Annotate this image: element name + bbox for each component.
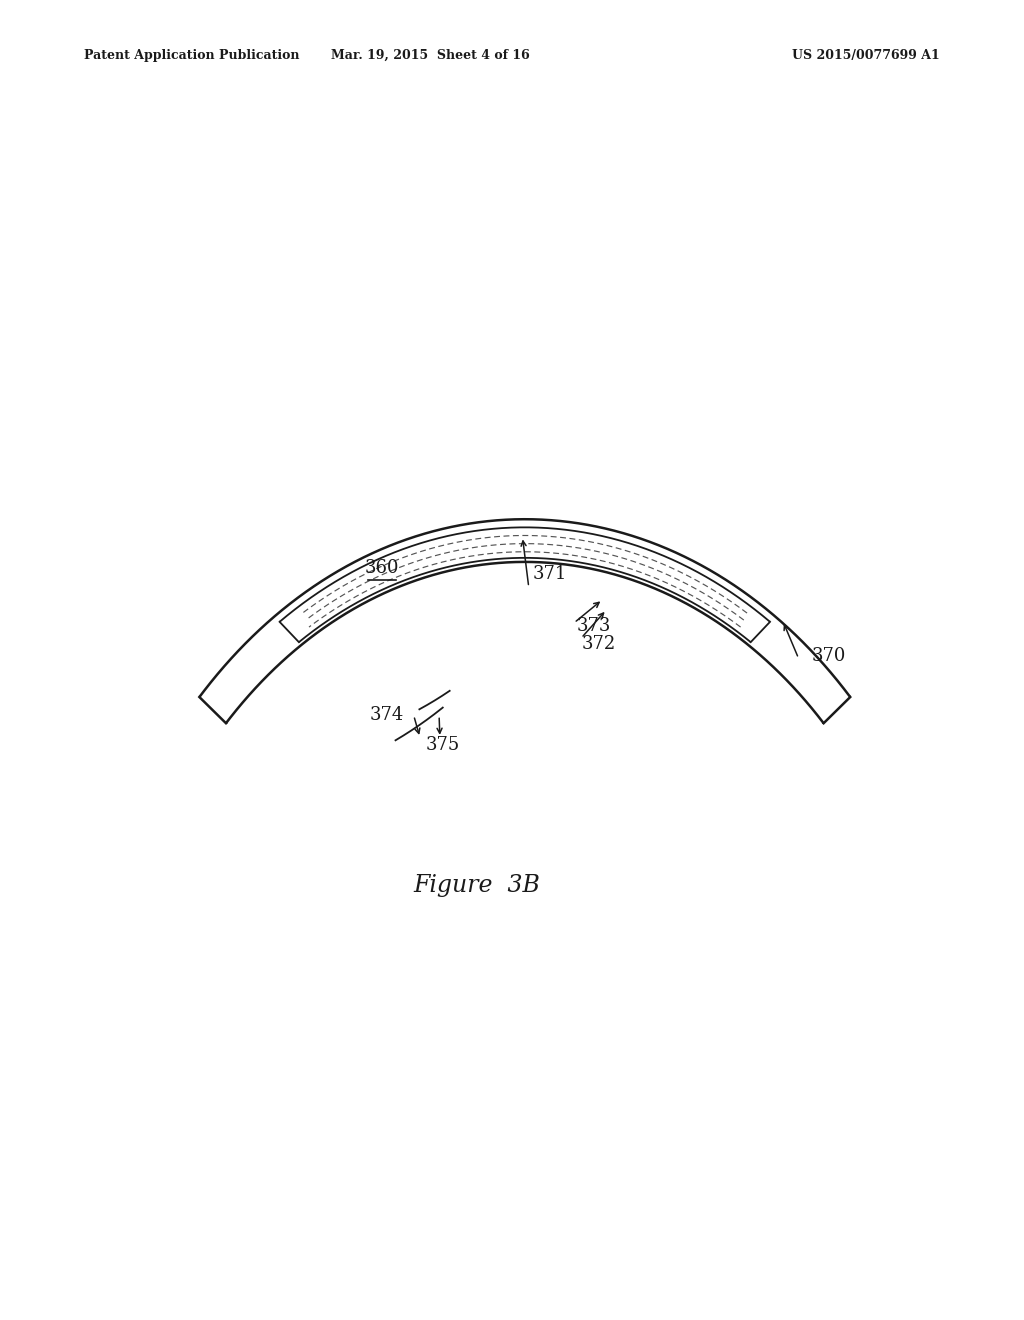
Text: Mar. 19, 2015  Sheet 4 of 16: Mar. 19, 2015 Sheet 4 of 16 — [331, 49, 529, 62]
Text: 373: 373 — [577, 616, 610, 635]
Text: 372: 372 — [582, 635, 616, 653]
Text: 360: 360 — [365, 560, 399, 577]
Text: US 2015/0077699 A1: US 2015/0077699 A1 — [793, 49, 940, 62]
Text: 374: 374 — [370, 706, 404, 725]
Text: 371: 371 — [532, 565, 567, 583]
Text: Patent Application Publication: Patent Application Publication — [84, 49, 299, 62]
Text: 370: 370 — [812, 647, 847, 665]
Text: Figure  3B: Figure 3B — [414, 874, 541, 896]
Text: 375: 375 — [426, 735, 460, 754]
